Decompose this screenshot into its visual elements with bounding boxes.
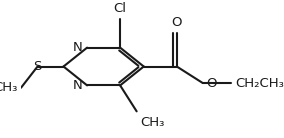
Text: Cl: Cl <box>114 2 127 15</box>
Text: CH₃: CH₃ <box>140 116 164 129</box>
Text: O: O <box>206 77 217 90</box>
Text: N: N <box>73 79 83 92</box>
Text: N: N <box>73 41 83 54</box>
Text: CH₃: CH₃ <box>0 81 18 94</box>
Text: O: O <box>172 16 182 29</box>
Text: CH₂CH₃: CH₂CH₃ <box>235 77 284 90</box>
Text: S: S <box>33 60 42 73</box>
